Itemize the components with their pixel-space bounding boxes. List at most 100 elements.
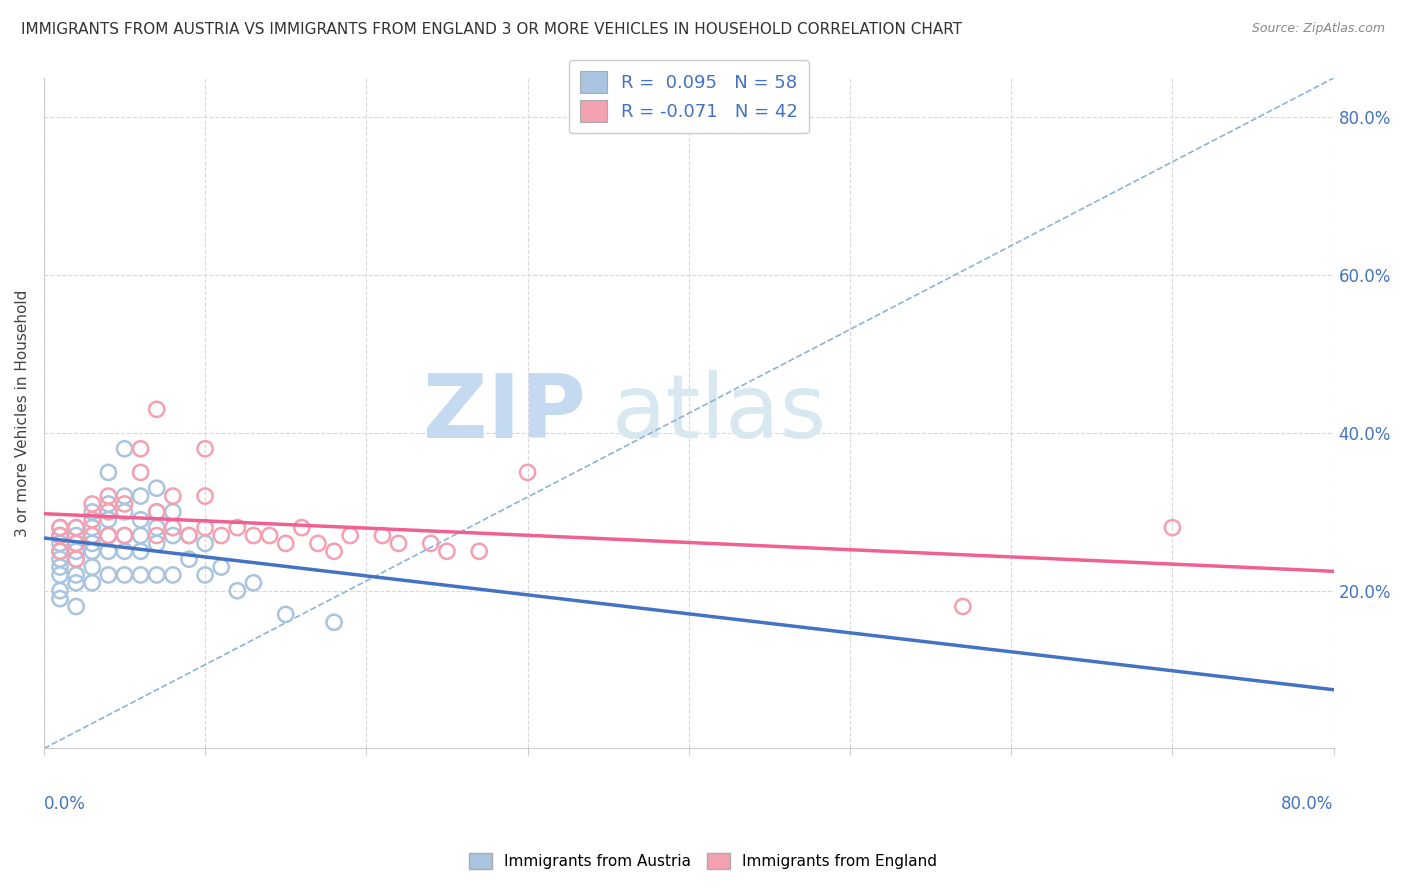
Point xyxy=(323,615,346,630)
Point xyxy=(49,521,72,535)
Point xyxy=(49,552,72,566)
Point xyxy=(114,568,136,582)
Legend: R =  0.095   N = 58, R = -0.071   N = 42: R = 0.095 N = 58, R = -0.071 N = 42 xyxy=(569,61,808,133)
Point xyxy=(129,442,152,456)
Point xyxy=(226,521,249,535)
Point xyxy=(97,568,120,582)
Point xyxy=(129,568,152,582)
Point xyxy=(129,466,152,480)
Text: Source: ZipAtlas.com: Source: ZipAtlas.com xyxy=(1251,22,1385,36)
Point xyxy=(516,466,538,480)
Point xyxy=(49,568,72,582)
Text: ZIP: ZIP xyxy=(423,370,585,457)
Legend: Immigrants from Austria, Immigrants from England: Immigrants from Austria, Immigrants from… xyxy=(463,847,943,875)
Point xyxy=(65,552,87,566)
Point xyxy=(339,528,361,542)
Point xyxy=(82,528,104,542)
Point xyxy=(65,599,87,614)
Point xyxy=(82,536,104,550)
Point xyxy=(82,505,104,519)
Point xyxy=(419,536,441,550)
Point xyxy=(145,505,167,519)
Point xyxy=(49,544,72,558)
Point xyxy=(145,481,167,495)
Point xyxy=(1161,521,1184,535)
Point xyxy=(49,591,72,606)
Point xyxy=(65,536,87,550)
Point xyxy=(307,536,329,550)
Point xyxy=(145,568,167,582)
Point xyxy=(129,544,152,558)
Point xyxy=(65,568,87,582)
Point xyxy=(114,489,136,503)
Point xyxy=(162,521,184,535)
Point xyxy=(114,544,136,558)
Point xyxy=(65,575,87,590)
Point xyxy=(49,528,72,542)
Y-axis label: 3 or more Vehicles in Household: 3 or more Vehicles in Household xyxy=(15,290,30,537)
Point xyxy=(82,528,104,542)
Point xyxy=(194,442,217,456)
Point xyxy=(114,528,136,542)
Point xyxy=(97,466,120,480)
Point xyxy=(371,528,394,542)
Point xyxy=(65,544,87,558)
Point xyxy=(194,489,217,503)
Point xyxy=(952,599,974,614)
Point xyxy=(97,528,120,542)
Point xyxy=(129,513,152,527)
Point xyxy=(65,528,87,542)
Point xyxy=(97,544,120,558)
Point xyxy=(291,521,314,535)
Point xyxy=(97,505,120,519)
Point xyxy=(82,521,104,535)
Point xyxy=(65,521,87,535)
Point xyxy=(145,505,167,519)
Point xyxy=(65,536,87,550)
Point xyxy=(129,528,152,542)
Point xyxy=(97,497,120,511)
Point xyxy=(145,528,167,542)
Point xyxy=(194,536,217,550)
Point xyxy=(49,560,72,574)
Point xyxy=(162,568,184,582)
Point xyxy=(274,607,297,622)
Point xyxy=(114,497,136,511)
Point xyxy=(49,536,72,550)
Text: 0.0%: 0.0% xyxy=(44,796,86,814)
Point xyxy=(145,402,167,417)
Point xyxy=(114,442,136,456)
Point xyxy=(177,528,200,542)
Point xyxy=(82,575,104,590)
Text: IMMIGRANTS FROM AUSTRIA VS IMMIGRANTS FROM ENGLAND 3 OR MORE VEHICLES IN HOUSEHO: IMMIGRANTS FROM AUSTRIA VS IMMIGRANTS FR… xyxy=(21,22,962,37)
Point xyxy=(209,560,232,574)
Point xyxy=(49,583,72,598)
Point xyxy=(49,521,72,535)
Text: 80.0%: 80.0% xyxy=(1281,796,1334,814)
Point xyxy=(162,528,184,542)
Point xyxy=(177,528,200,542)
Point xyxy=(82,560,104,574)
Point xyxy=(129,489,152,503)
Point xyxy=(49,528,72,542)
Point xyxy=(323,544,346,558)
Point xyxy=(259,528,281,542)
Point xyxy=(114,528,136,542)
Point xyxy=(82,544,104,558)
Point xyxy=(242,575,264,590)
Point xyxy=(97,528,120,542)
Point xyxy=(274,536,297,550)
Point xyxy=(145,536,167,550)
Point xyxy=(177,552,200,566)
Point xyxy=(65,552,87,566)
Point xyxy=(114,505,136,519)
Point xyxy=(387,536,409,550)
Point xyxy=(97,513,120,527)
Point xyxy=(82,513,104,527)
Point xyxy=(145,521,167,535)
Point xyxy=(468,544,491,558)
Point xyxy=(194,568,217,582)
Point xyxy=(436,544,458,558)
Point xyxy=(49,544,72,558)
Point xyxy=(65,521,87,535)
